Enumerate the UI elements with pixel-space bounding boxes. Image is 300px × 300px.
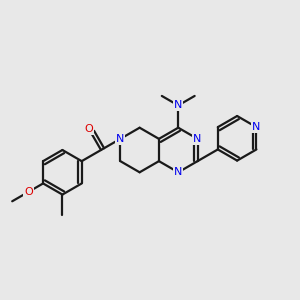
Text: N: N — [174, 100, 182, 110]
Text: N: N — [194, 134, 202, 144]
Text: N: N — [174, 167, 182, 177]
Text: N: N — [116, 134, 124, 144]
Text: O: O — [84, 124, 93, 134]
Text: N: N — [252, 122, 261, 132]
Text: O: O — [24, 187, 33, 197]
